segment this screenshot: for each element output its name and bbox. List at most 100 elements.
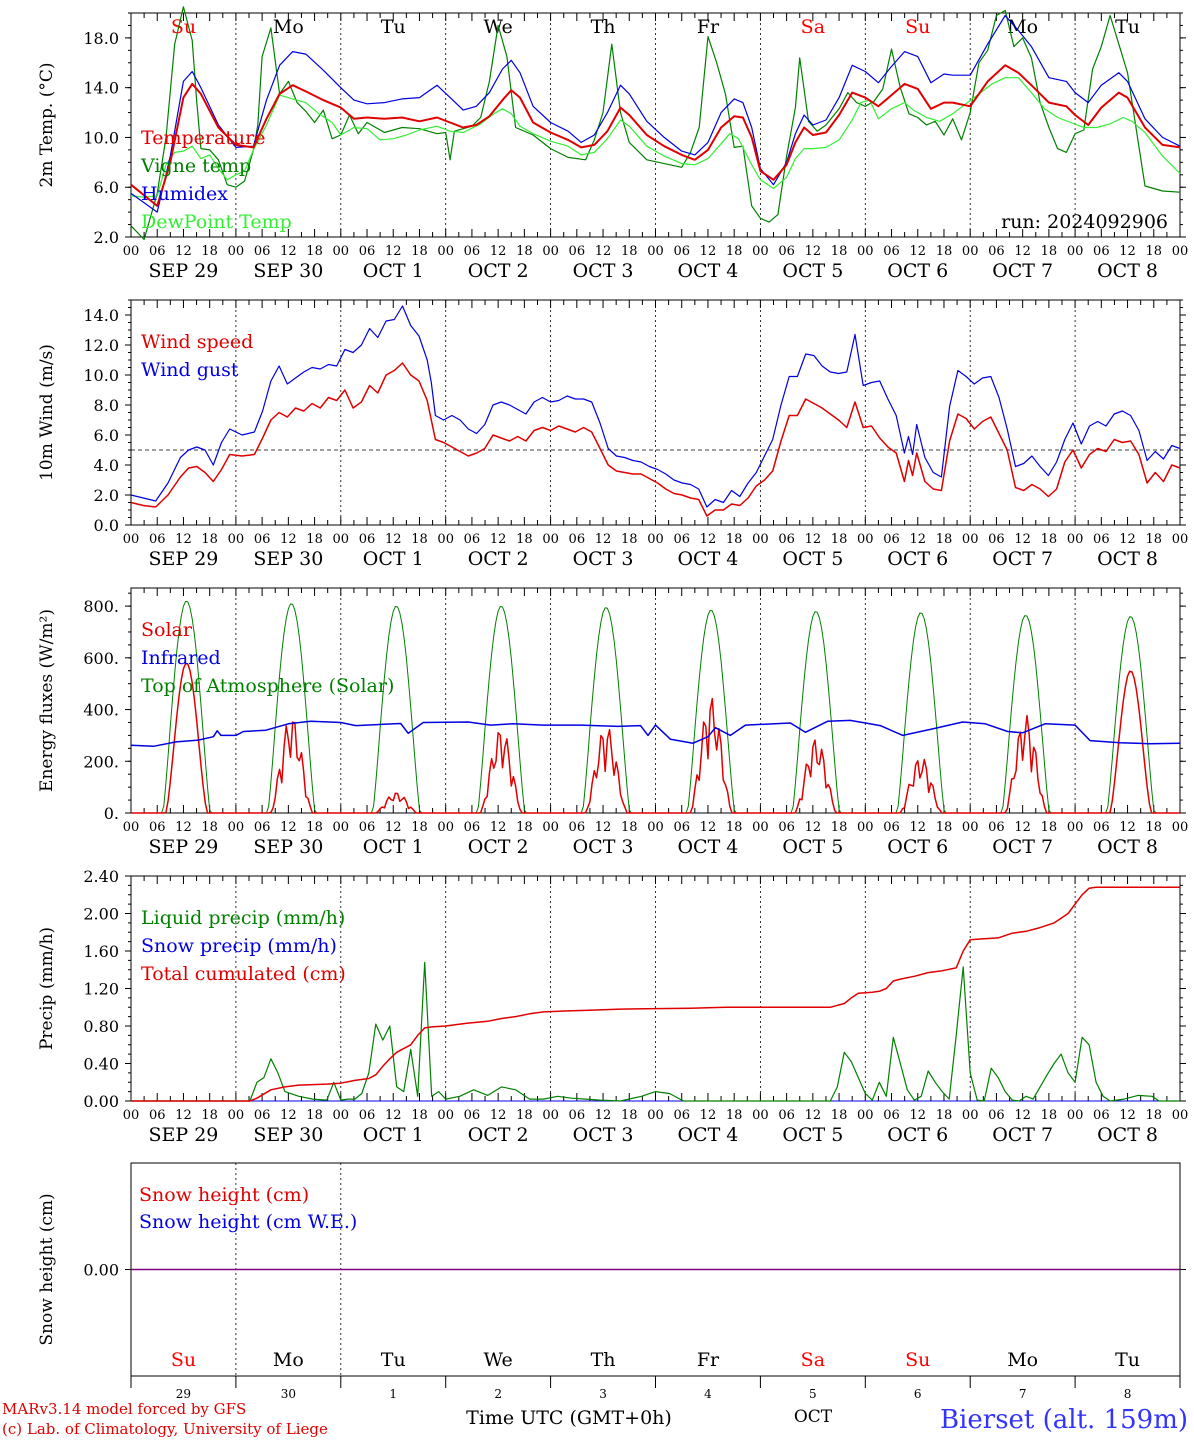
y-tick-label: 10.0 (83, 366, 119, 385)
hour-tick-label: 06 (464, 1108, 481, 1123)
legend-entry: Wind gust (141, 359, 239, 381)
y-tick-label: 1.60 (83, 942, 119, 961)
y-tick-label: 600. (83, 649, 119, 668)
y-tick-label: 6.0 (94, 426, 119, 445)
hour-tick-label: 00 (857, 1108, 874, 1123)
hour-tick-label: 18 (306, 532, 323, 547)
hour-tick-label: 12 (595, 532, 612, 547)
y-tick-label: 800. (83, 597, 119, 616)
hour-tick-label: 18 (831, 820, 848, 835)
weekday-label: We (484, 1349, 513, 1371)
day-number: 1 (389, 1387, 397, 1401)
hour-tick-label: 18 (516, 820, 533, 835)
hour-tick-label: 06 (883, 820, 900, 835)
hour-tick-label: 00 (752, 244, 769, 259)
weekday-label: Su (905, 1349, 930, 1371)
weekday-label: Tu (1115, 16, 1140, 38)
legend-entry: Wind speed (141, 331, 253, 353)
hour-tick-label: 00 (437, 244, 454, 259)
hour-tick-label: 12 (280, 532, 297, 547)
y-tick-label: 8.0 (94, 396, 119, 415)
hour-tick-label: 12 (909, 820, 926, 835)
hour-tick-label: 06 (359, 820, 376, 835)
hour-tick-label: 18 (726, 1108, 743, 1123)
hour-tick-label: 06 (149, 1108, 166, 1123)
hour-tick-label: 12 (1119, 820, 1136, 835)
hour-tick-label: 00 (123, 820, 140, 835)
hour-tick-label: 12 (175, 532, 192, 547)
day-number: 7 (1019, 1387, 1027, 1401)
hour-tick-label: 18 (1146, 532, 1163, 547)
hour-tick-label: 18 (726, 244, 743, 259)
hour-tick-label: 06 (883, 532, 900, 547)
hour-tick-label: 06 (149, 244, 166, 259)
hour-tick-label: 18 (936, 532, 953, 547)
hour-tick-label: 12 (385, 532, 402, 547)
weekday-label: Fr (697, 16, 720, 38)
liquid-precip-line (131, 961, 1180, 1102)
hour-tick-label: 00 (542, 1108, 559, 1123)
hour-tick-label: 06 (464, 820, 481, 835)
y-tick-label: 6.0 (94, 178, 119, 197)
y-tick-label: 0.00 (83, 1261, 119, 1280)
date-label: OCT 3 (573, 548, 634, 570)
date-label: OCT 1 (363, 1124, 424, 1146)
y-tick-label: 2.0 (94, 486, 119, 505)
hour-tick-label: 18 (621, 1108, 638, 1123)
weekday-label: Tu (381, 16, 406, 38)
hour-tick-label: 06 (988, 820, 1005, 835)
date-label: OCT 8 (1097, 1124, 1158, 1146)
hour-tick-label: 18 (411, 532, 428, 547)
hour-tick-label: 18 (201, 1108, 218, 1123)
y-tick-label: 2.0 (94, 228, 119, 247)
hour-tick-label: 00 (1067, 820, 1084, 835)
weekday-label: Su (171, 16, 196, 38)
y-tick-label: 2.40 (83, 867, 119, 886)
legend-entry: Snow height (cm) (139, 1184, 309, 1206)
date-label: SEP 30 (253, 548, 323, 570)
y-tick-label: 400. (83, 701, 119, 720)
y-axis-label: Snow height (cm) (37, 1193, 57, 1345)
hour-tick-label: 12 (175, 1108, 192, 1123)
hour-tick-label: 18 (1041, 1108, 1058, 1123)
date-label: OCT 3 (573, 836, 634, 858)
hour-tick-label: 06 (254, 244, 271, 259)
date-label: OCT 1 (363, 548, 424, 570)
hour-tick-label: 12 (595, 820, 612, 835)
date-label: OCT 6 (887, 260, 948, 282)
hour-tick-label: 06 (149, 532, 166, 547)
hour-tick-label: 00 (228, 532, 245, 547)
hour-tick-label: 12 (805, 532, 822, 547)
day-number: 2 (494, 1387, 502, 1401)
weekday-label: Sa (801, 1349, 825, 1371)
hour-tick-label: 18 (516, 532, 533, 547)
y-tick-label: 18.0 (83, 29, 119, 48)
hour-tick-label: 00 (123, 532, 140, 547)
hour-tick-label: 06 (569, 244, 586, 259)
legend-entry: Solar (141, 619, 193, 641)
hour-tick-label: 00 (542, 820, 559, 835)
date-label: SEP 29 (149, 548, 219, 570)
hour-tick-label: 18 (1146, 244, 1163, 259)
hour-tick-label: 00 (542, 532, 559, 547)
date-label: SEP 29 (149, 836, 219, 858)
date-label: OCT 4 (677, 1124, 738, 1146)
hour-tick-label: 00 (647, 820, 664, 835)
y-tick-label: 1.20 (83, 980, 119, 999)
hour-tick-label: 12 (1119, 244, 1136, 259)
hour-tick-label: 12 (805, 244, 822, 259)
legend-entry: Vigne temp (140, 155, 251, 177)
solar-line (131, 662, 1180, 814)
hour-tick-label: 00 (228, 244, 245, 259)
hour-tick-label: 06 (464, 532, 481, 547)
hour-tick-label: 12 (490, 244, 507, 259)
y-tick-label: 0.0 (94, 516, 119, 535)
weekday-label: Su (171, 1349, 196, 1371)
hour-tick-label: 06 (673, 244, 690, 259)
date-label: OCT 2 (468, 1124, 529, 1146)
hour-tick-label: 00 (1172, 532, 1189, 547)
hour-tick-label: 18 (831, 532, 848, 547)
hour-tick-label: 12 (700, 1108, 717, 1123)
hour-tick-label: 06 (254, 820, 271, 835)
hour-tick-label: 12 (490, 820, 507, 835)
